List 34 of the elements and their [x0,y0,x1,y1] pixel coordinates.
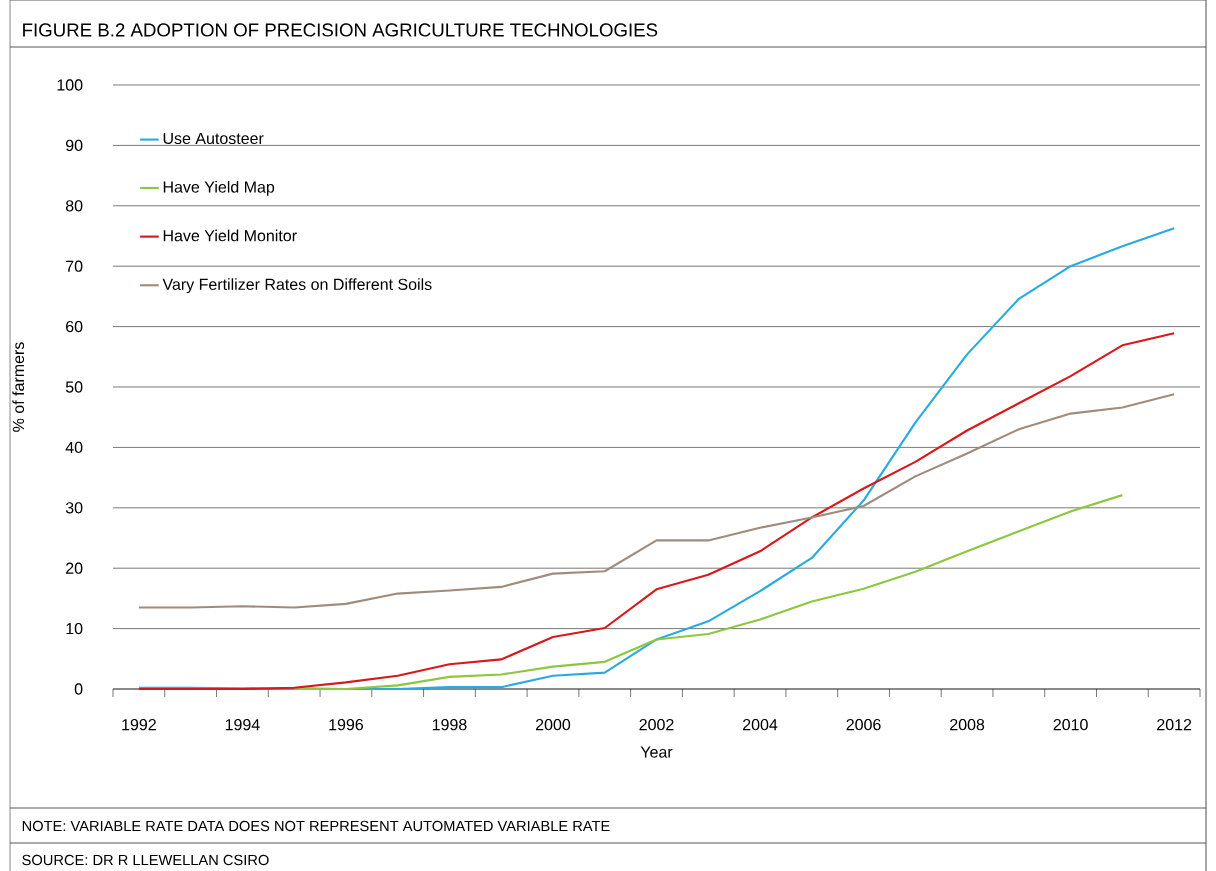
x-tick-label: 1994 [225,718,260,731]
x-tick-label: 2004 [743,718,778,731]
y-axis-title: % of farmers [12,342,25,432]
legend-label: Have Yield Map [163,180,275,196]
x-tick-label: 1996 [329,718,364,731]
x-tick-label: 2008 [950,718,985,731]
source-note: SOURCE: DR R LLEWELLAN CSIRO [22,854,269,866]
x-tick-label: 2012 [1157,718,1192,731]
y-tick-label: 20 [66,562,83,574]
line-series [293,494,1124,691]
chart-title: FIGURE B.2 ADOPTION OF PRECISION AGRICULTURE TECHNOLOGIES [23,23,658,37]
x-tick-label: 1992 [122,718,156,731]
y-tick-label: 40 [65,441,83,454]
y-tick-label: 80 [65,200,83,212]
x-tick-label: 2002 [639,718,674,731]
y-tick-label: 70 [66,260,83,272]
y-tick-label: 60 [66,320,83,333]
y-tick-label: 50 [65,381,83,393]
y-tick-label: 100 [57,79,83,91]
legend-label: Vary Fertilizer Rates on Different Soils [162,278,432,294]
x-tick-label: 2010 [1053,718,1088,731]
legend-label: Have Yield Monitor [163,229,297,242]
y-tick-label: 10 [66,622,83,635]
text: NOTE: VARIABLE RATE DATA DOES NOT REPRESENT AUTOMATED VARIABLE RATE [22,820,610,832]
line-series [137,227,1176,691]
x-tick-label: 2006 [846,718,881,731]
x-axis-title: Year [640,746,673,758]
y-tick-label: 0 [74,683,83,695]
line-series [137,393,1176,609]
x-tick-label: 2000 [535,718,571,731]
y-tick-label: 90 [66,139,83,152]
legend-label: Use Autosteer [163,132,264,145]
x-tick-label: 1998 [432,718,467,731]
y-tick-label: 30 [65,502,83,514]
